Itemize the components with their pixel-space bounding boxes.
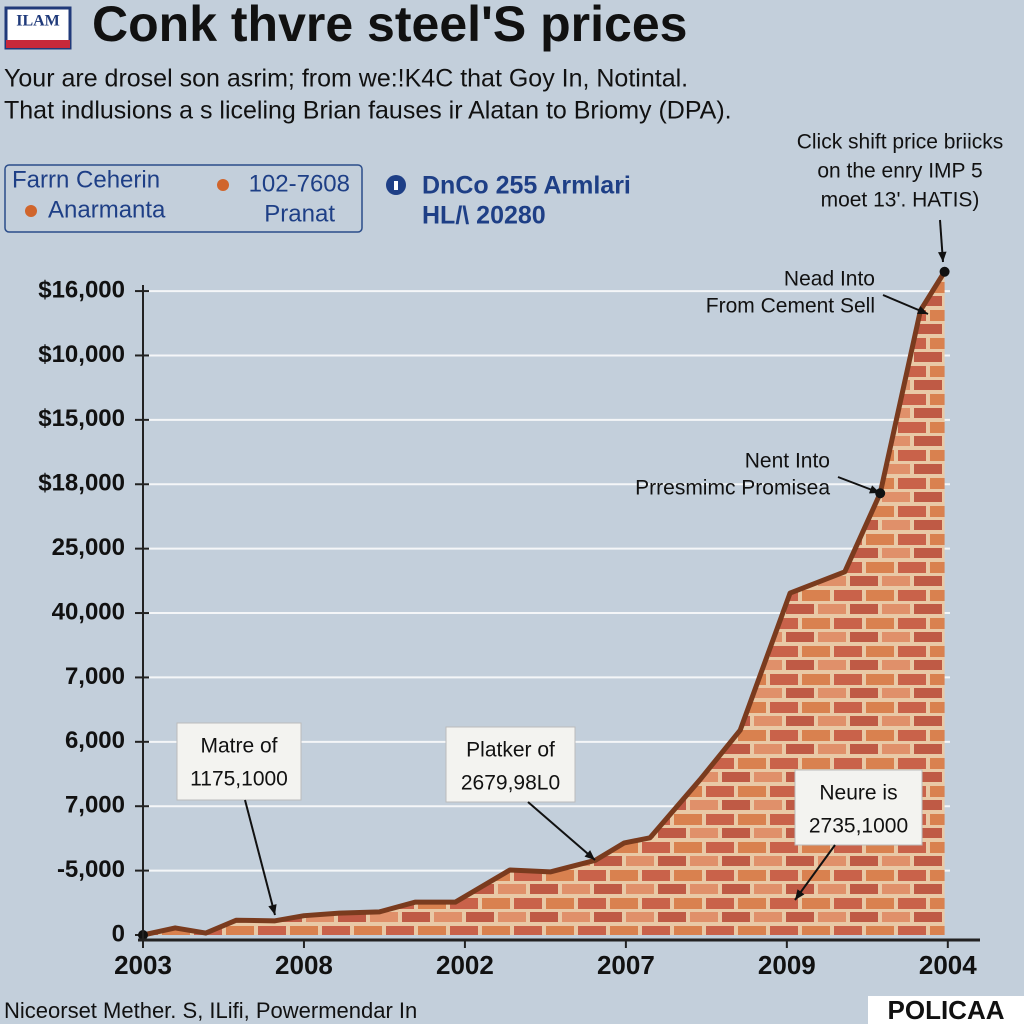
point [875,488,886,499]
annotation-text: on the enry IMP 5 [817,160,982,183]
annotation-text: Platker of [466,739,555,762]
logo-box [868,996,1024,1024]
logo: POLICAA [888,995,1005,1024]
arrow-head [917,306,928,315]
footer: Niceorset Mether. S, ILifi, Powermendar … [4,998,417,1023]
legend-box [4,164,363,233]
legend-text: DnCo 255 Armlari [422,172,631,200]
legend-marker [25,205,37,217]
annotation-text: Nead Into [784,268,875,291]
y-tick-label: 7,000 [65,663,125,690]
y-tick-label: $15,000 [38,405,125,432]
annotation-text: Nent Into [745,450,830,473]
plot: 0 -5,000 7,000 6,000 7,000 40,000 25,000 $18,00… [38,131,1003,980]
x-tick-label: 2007 [597,950,655,980]
arrow [527,801,596,861]
x-tick-label: 2004 [919,950,977,980]
arrow-head [268,904,277,915]
annotation-box [445,726,576,803]
annotation-box [794,769,923,846]
legend-text: Pranat [264,200,335,227]
x-tick-label: 2003 [114,950,172,980]
arrow-head [938,251,947,262]
chart-title: Conk thvre steel'S prices [92,0,687,52]
legend-text: HL/\ 20280 [422,202,546,230]
brick-area [143,271,945,935]
y-tick-label: $10,000 [38,341,125,368]
arrow [794,844,836,901]
arrow-head [584,850,595,860]
annotation-text: 2679,98L0 [461,772,560,795]
arrow-head [869,485,880,494]
annotation-text: moet 13'. HATIS) [821,189,980,212]
y-tick-label: $16,000 [38,276,125,303]
arrow [244,799,276,916]
annotation-text: From Cement Sell [706,295,875,318]
legend-text: 102-7608 [249,170,350,197]
y-tick-label: $18,000 [38,470,125,497]
legend-marker [217,179,229,191]
annotation-text: 1175,1000 [190,768,288,791]
arrow-head [795,889,805,900]
subtitle: Your are drosel son asrim; from we:!K4C … [4,65,688,93]
annotation-box [176,722,302,801]
point [939,266,950,277]
annotation-text: Matre of [200,735,277,758]
annotation-text: Click shift price briicks [797,131,1004,154]
x-tick-label: 2002 [436,950,494,980]
y-tick-label: 0 [112,920,125,947]
badge-stripe [6,40,70,48]
x-tick-label: 2008 [275,950,333,980]
info-icon-mark [394,181,398,190]
y-tick-label: 25,000 [52,534,125,561]
annotation-text: 2735,1000 [809,815,908,838]
annotation-text: Neure is [819,782,897,805]
legend-text: Anarmanta [48,196,166,223]
y-tick-label: 40,000 [52,598,125,625]
legend-text: Farrn Ceherin [12,166,160,193]
y-tick-label: 7,000 [65,792,125,819]
line [142,270,947,938]
subtitle: That indlusions a s liceling Brian fause… [4,97,732,125]
y-tick-label: 6,000 [65,727,125,754]
x-tick-label: 2009 [758,950,816,980]
badge: ILAM [16,13,60,30]
annotation-text: Prresmimc Promisea [635,477,830,500]
y-tick-label: -5,000 [57,856,125,883]
